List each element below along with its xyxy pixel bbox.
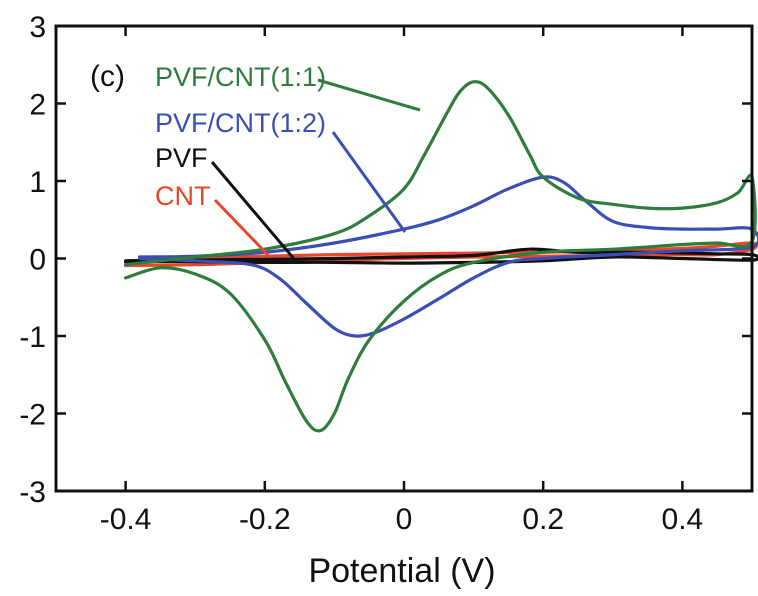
y-tick-label: 1 [29,166,46,199]
legend-leader-pvf-cnt-1-1 [317,78,421,112]
y-tick-label: 3 [29,11,46,44]
x-tick-label: 0 [396,503,413,536]
legend: PVF/CNT(1:1) PVF/CNT(1:2) PVF CNT [155,62,326,211]
legend-label-pvf-cnt-1-1: PVF/CNT(1:1) [155,62,326,92]
x-axis-title: Potential (V) [308,552,495,590]
axis-ticks [56,24,752,493]
legend-label-pvf: PVF [155,143,208,173]
legend-label-pvf-cnt-1-2: PVF/CNT(1:2) [155,108,326,138]
x-tick-label: -0.2 [239,503,291,536]
legend-label-cnt: CNT [155,181,211,211]
x-tick-label: 0.2 [522,503,564,536]
axis-labels: -0.4 -0.2 0 0.2 0.4 -3 -2 -1 0 1 2 3 [19,11,703,536]
x-tick-label: -0.4 [100,503,152,536]
series-pvf-cnt-1-1-line [124,80,757,433]
y-tick-label: 0 [29,244,46,277]
y-tick-label: -1 [19,321,46,354]
legend-leader-pvf [210,161,297,261]
series-layer [124,80,758,433]
y-tick-label: -2 [19,399,46,432]
legend-leader-layer [210,78,421,261]
y-tick-label: -3 [19,476,46,509]
x-tick-label: 0.4 [662,503,704,536]
y-tick-label: 2 [29,89,46,122]
series-pvf-cnt-1-2-line [137,175,758,338]
legend-leader-cnt [213,198,270,257]
panel-label: (c) [90,60,125,93]
legend-leader-pvf-cnt-1-2 [331,131,407,233]
